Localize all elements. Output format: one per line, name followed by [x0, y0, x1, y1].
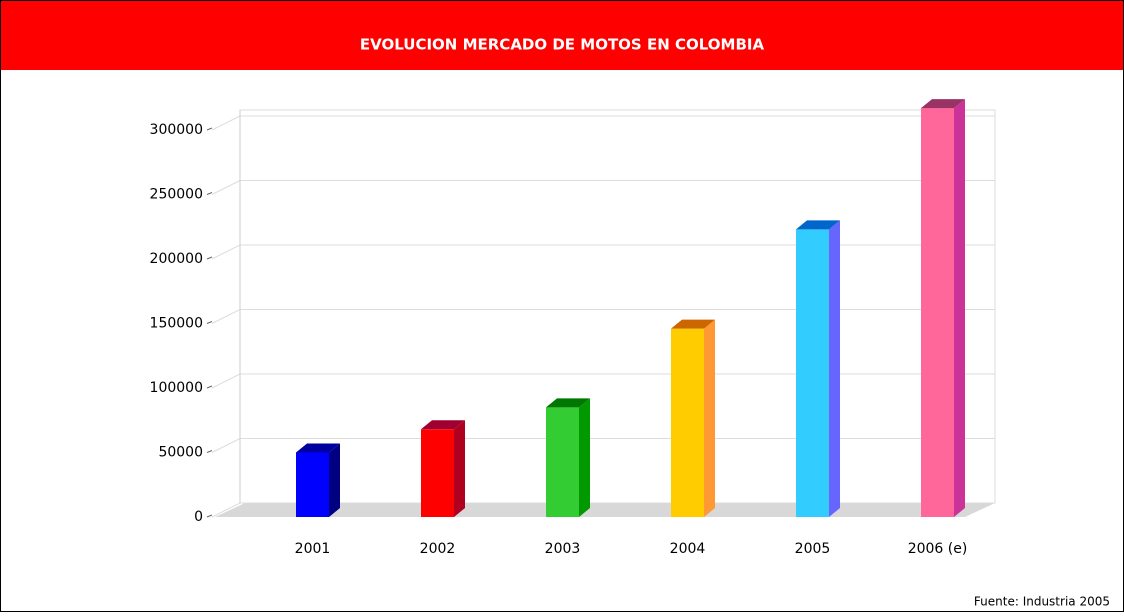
bar-side: [954, 99, 965, 517]
tick-mark: [206, 192, 213, 195]
x-tick-label: 2002: [420, 541, 456, 557]
grid-line: [211, 438, 241, 453]
x-tick-label: 2006 (e): [908, 541, 968, 557]
grid-line: [211, 309, 241, 324]
bar-top: [671, 319, 715, 329]
x-tick-label: 2001: [295, 541, 331, 557]
header: [1, 1, 1123, 70]
bar-top: [921, 99, 965, 109]
tick-mark: [206, 385, 213, 389]
bar: [671, 328, 704, 517]
x-tick-label: 2003: [545, 541, 581, 557]
grid-line: [211, 115, 241, 131]
bar-side: [704, 319, 715, 517]
bar-side: [329, 443, 340, 517]
x-tick-label: 2004: [670, 541, 706, 557]
bar-top: [421, 420, 465, 430]
bar-side: [454, 420, 465, 517]
bar-side: [579, 398, 590, 517]
bar-side: [829, 220, 840, 517]
bar: [796, 229, 829, 517]
source-note: Fuente: Industria 2005: [974, 595, 1110, 609]
tick-mark: [206, 256, 213, 260]
grid-line: [211, 502, 241, 518]
y-tick-label: 200000: [150, 251, 203, 267]
bar-top: [546, 398, 590, 408]
grid-line: [211, 180, 241, 195]
bar: [296, 452, 329, 517]
x-tick-label: 2005: [795, 541, 831, 557]
tick-mark: [206, 450, 213, 453]
y-tick-label: 150000: [150, 316, 203, 332]
grid-line: [211, 244, 241, 260]
chart-title: EVOLUCION MERCADO DE MOTOS EN COLOMBIA: [360, 36, 765, 54]
y-tick-label: 0: [194, 509, 203, 525]
bar: [546, 407, 579, 517]
tick-mark: [206, 321, 213, 324]
tick-mark: [206, 514, 213, 518]
tick-mark: [206, 127, 213, 131]
back-wall: [239, 109, 996, 504]
bar: [421, 429, 454, 517]
y-tick-label: 300000: [150, 122, 203, 138]
y-tick-label: 100000: [150, 380, 203, 396]
bar-top: [296, 443, 340, 453]
y-tick-label: 50000: [158, 445, 203, 461]
y-tick-label: 250000: [150, 187, 203, 203]
grid-line: [211, 373, 241, 389]
bar-top: [796, 220, 840, 230]
bar: [921, 108, 954, 517]
